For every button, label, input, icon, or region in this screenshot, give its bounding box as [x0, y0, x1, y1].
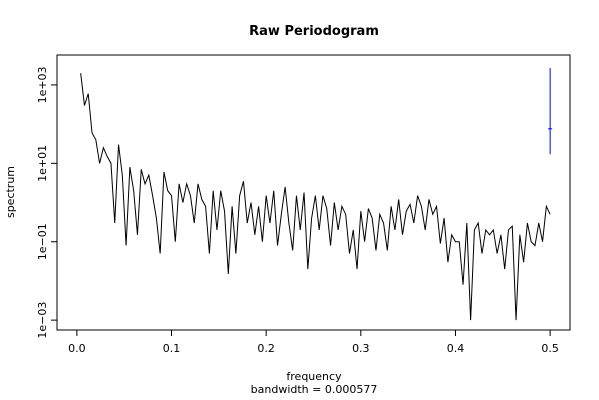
spectrum-line — [80, 73, 551, 321]
x-tick-label: 0.4 — [447, 342, 465, 355]
x-tick-label: 0.0 — [68, 342, 86, 355]
x-axis-sublabel: bandwidth = 0.000577 — [251, 383, 378, 396]
x-tick-label: 0.5 — [541, 342, 559, 355]
plot-frame — [56, 54, 571, 331]
y-axis-label: spectrum — [4, 166, 17, 218]
x-tick-label: 0.2 — [257, 342, 275, 355]
x-tick-label: 0.1 — [163, 342, 181, 355]
y-tick-label: 1e+03 — [36, 66, 49, 103]
chart-title: Raw Periodogram — [249, 24, 379, 39]
y-tick-label: 1e−03 — [36, 302, 49, 339]
y-tick-label: 1e+01 — [36, 145, 49, 182]
y-tick-label: 1e−01 — [36, 223, 49, 260]
x-axis-label: frequency — [286, 370, 342, 383]
x-tick-label: 0.3 — [352, 342, 370, 355]
